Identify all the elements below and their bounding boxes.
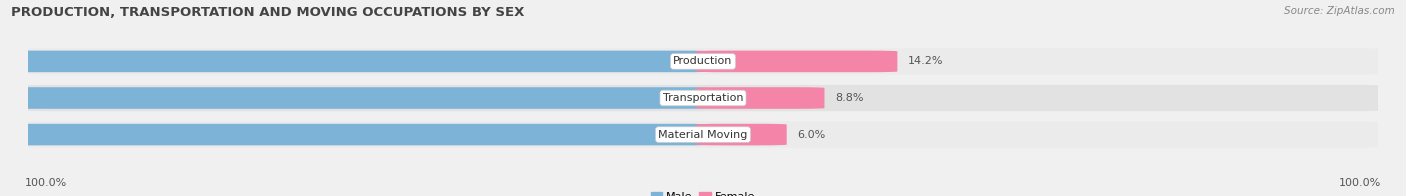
Text: 100.0%: 100.0%	[25, 178, 67, 188]
FancyBboxPatch shape	[21, 85, 1385, 111]
Text: 100.0%: 100.0%	[1339, 178, 1381, 188]
Text: 14.2%: 14.2%	[908, 56, 943, 66]
FancyBboxPatch shape	[21, 121, 1385, 148]
FancyBboxPatch shape	[696, 124, 787, 145]
FancyBboxPatch shape	[21, 48, 1385, 75]
Text: Source: ZipAtlas.com: Source: ZipAtlas.com	[1284, 6, 1395, 16]
Text: Production: Production	[673, 56, 733, 66]
Text: Transportation: Transportation	[662, 93, 744, 103]
FancyBboxPatch shape	[696, 87, 824, 109]
FancyBboxPatch shape	[0, 51, 710, 72]
FancyBboxPatch shape	[696, 51, 897, 72]
FancyBboxPatch shape	[0, 87, 710, 109]
Legend: Male, Female: Male, Female	[648, 190, 758, 196]
Text: 6.0%: 6.0%	[797, 130, 825, 140]
Text: Material Moving: Material Moving	[658, 130, 748, 140]
Text: PRODUCTION, TRANSPORTATION AND MOVING OCCUPATIONS BY SEX: PRODUCTION, TRANSPORTATION AND MOVING OC…	[11, 6, 524, 19]
FancyBboxPatch shape	[0, 124, 710, 145]
Text: 8.8%: 8.8%	[835, 93, 863, 103]
